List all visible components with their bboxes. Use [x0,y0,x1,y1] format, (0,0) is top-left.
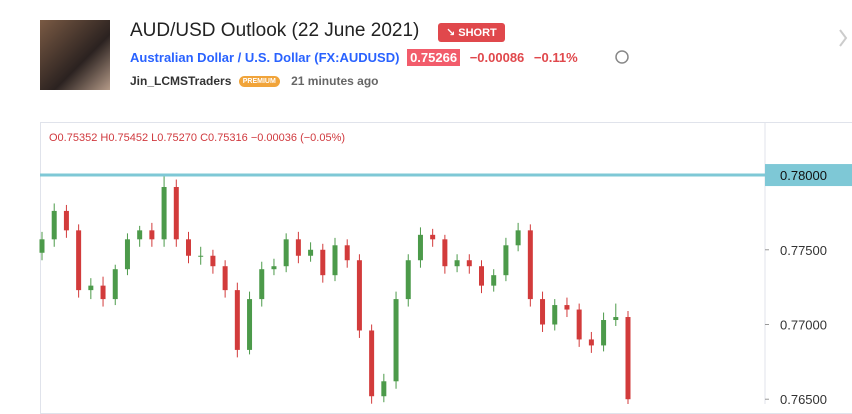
candle-body [356,260,362,331]
candle-body [186,239,191,256]
candle-body [295,239,301,256]
ohlc-legend: O0.75352 H0.75452 L0.75270 C0.75316 −0.0… [49,132,346,144]
candle-body [100,285,106,300]
candle-body [320,249,326,276]
time: 21 minutes ago [291,74,379,88]
symbol-row: Australian Dollar / U.S. Dollar (FX:AUDU… [130,49,578,66]
candle-body [454,260,460,267]
change: −0.00086 [469,50,525,65]
candle-body [124,239,130,270]
change-pct: −0.11% [533,50,578,65]
candle-body [430,234,436,240]
candle-body [503,245,509,276]
badge-text: SHORT [458,27,497,39]
price-line-label-bg [765,164,852,187]
candle-body [210,255,216,267]
candle-body [39,239,45,253]
candle-body [259,269,265,300]
candle-body [247,299,253,350]
candle-body [198,255,204,257]
author-avatar[interactable] [40,20,110,90]
candle-body [88,285,94,291]
candle-body [234,290,240,350]
short-badge: ↘ SHORT [438,23,505,42]
candle-body [405,260,411,300]
candle-body [625,317,631,400]
idea-title: AUD/USD Outlook (22 June 2021) [130,20,420,41]
candle-body [479,266,484,286]
candle-body [76,230,82,291]
y-tick-label: 0.76500 [780,392,827,404]
page: {"header":{"title":"AUD/USD Outlook (22 … [39,20,852,414]
candle-body [588,339,594,346]
candle-body [271,266,277,270]
candle-body [564,305,570,310]
candle-body [51,210,57,240]
candle-body [173,187,179,240]
author-row: Jin_LCMSTraders PREMIUM 21 minutes ago [130,74,378,88]
chart: 0.77500 0.77000 0.76500 0.78000 [39,29,852,404]
y-tick-label: 0.77000 [780,317,827,332]
alert-icon[interactable] [615,50,629,64]
candle-body [442,239,448,267]
candle-body [369,330,375,397]
candle-body [393,299,399,382]
author[interactable]: Jin_LCMSTraders [130,74,232,88]
candle-body [149,230,155,240]
candle-body [527,230,533,300]
candle-body [63,210,69,231]
candle-body [137,230,143,240]
candle-body [601,320,607,346]
candle-body [613,317,619,321]
candle-body [515,230,521,246]
candle-body [417,234,423,261]
premium-tag: PREMIUM [238,76,280,88]
symbol-name[interactable]: Australian Dollar / U.S. Dollar [130,50,311,65]
price: 0.75266 [407,49,461,66]
symbol-code[interactable]: (FX:AUDUSD) [314,50,400,65]
candle-body [112,269,118,300]
candle-body [161,187,167,240]
candle-body [540,299,546,325]
candle-body [222,266,228,291]
candle-body [308,249,314,256]
candle-body [552,305,558,325]
candle-body [381,381,387,397]
candle-body [576,309,582,340]
next-arrow[interactable] [839,29,848,47]
candle-body [332,245,338,276]
candle-body [466,260,472,267]
candle-body [283,239,289,267]
candle-body [491,275,497,286]
y-tick-label: 0.77500 [780,243,827,258]
candle-body [344,245,350,261]
price-line-label: 0.78000 [780,168,827,183]
